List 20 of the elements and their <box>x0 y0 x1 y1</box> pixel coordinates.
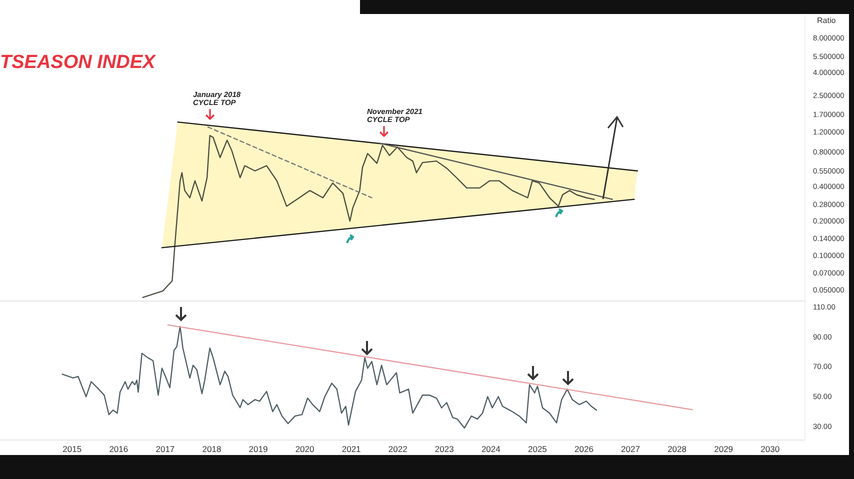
x-tick-label: 2030 <box>760 444 780 454</box>
line-series <box>62 326 598 429</box>
x-tick-label: 2025 <box>528 444 548 454</box>
x-tick-label: 2029 <box>714 444 734 454</box>
x-tick-label: 2022 <box>388 444 408 454</box>
x-tick-label: 2017 <box>156 444 175 454</box>
x-tick-label: 2023 <box>434 444 454 454</box>
y-axis-title: Ratio <box>817 16 836 25</box>
x-tick-label: 2028 <box>668 444 687 454</box>
x-tick-label: 2020 <box>295 444 315 454</box>
x-tick-label: 2016 <box>109 444 128 454</box>
x-tick-label: 2021 <box>342 444 362 454</box>
x-tick-label: 2019 <box>248 444 268 454</box>
x-tick-label: 2027 <box>621 444 640 454</box>
x-tick-label: 2024 <box>481 444 501 454</box>
x-tick-label: 2018 <box>202 444 222 454</box>
x-tick-label: 2026 <box>574 444 594 454</box>
x-tick-label: 2015 <box>62 444 82 454</box>
text: TSEASON INDEX <box>0 52 157 73</box>
line-series <box>142 134 595 298</box>
